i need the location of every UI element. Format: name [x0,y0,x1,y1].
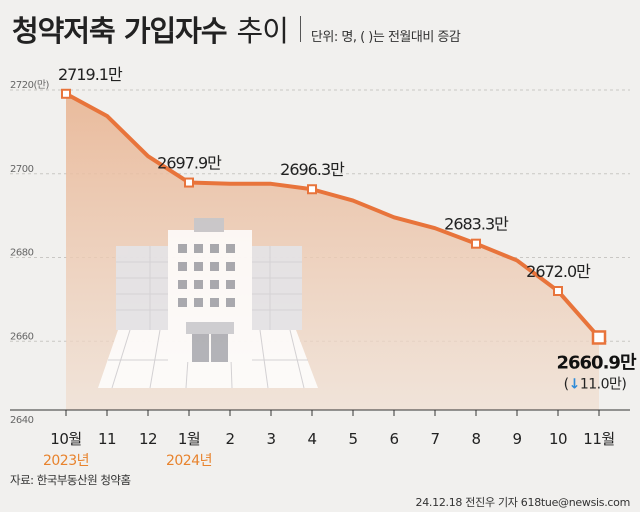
final-value-label: 2660.9만 [556,352,636,373]
y-tick-label: 2700 [10,164,34,175]
data-label: 2683.3만 [444,215,509,234]
final-point-marker [591,330,607,345]
data-point-marker [471,238,481,249]
x-tick-label: 5 [348,430,357,448]
building-illustration [98,218,318,389]
data-points [61,88,607,345]
data-point-marker [553,286,563,296]
x-axis-ticks: 10월 11 12 1월 2 3 4 5 6 7 8 9 10 11월 2023년 2024년 [43,410,615,469]
y-axis-ticks: 2720(만) 2700 2680 2660 2640 [10,79,50,426]
chart-canvas: 2720(만) 2700 2680 2660 2640 [10,65,638,469]
x-tick-label: 9 [512,430,521,448]
credit-note: 24.12.18 전진우 기자 618tue@newsis.com [415,496,631,509]
y-tick-label: 2680 [10,248,34,259]
unit-note: 단위: 명, ( )는 전월대비 증감 [310,30,461,45]
data-labels: 2719.1만 2697.9만 2696.3만 2683.3만 2672.0만 2660.… [58,65,638,393]
chart-title: 청약저축 가입자수 추이 단위: 명, ( )는 전월대비 증감 [12,8,461,50]
title-light: 추이 [236,14,289,48]
x-tick-label: 11 [98,430,116,448]
x-tick-label: 10 [549,430,567,448]
x-tick-label: 8 [471,430,480,448]
y-tick-label: 2720(만) [10,79,50,91]
data-label: 2672.0만 [526,262,591,281]
y-tick-label: 2660 [10,331,34,342]
data-label: 2697.9만 [157,154,222,173]
x-tick-label: 6 [389,430,398,448]
x-tick-label: 1월 [178,430,200,448]
x-tick-label: 3 [266,430,275,448]
data-point-marker [184,177,194,188]
x-tick-label: 4 [307,430,316,448]
change-label: (↓11.0만) [564,376,627,392]
data-label: 2696.3만 [280,160,345,179]
x-tick-label: 2 [225,430,234,448]
x-tick-label: 11월 [583,430,614,448]
y-tick-label: 2640 [10,415,34,426]
title-bold: 청약저축 가입자수 [12,14,228,48]
down-arrow-icon: ↓ [569,376,580,392]
series-line [64,91,601,340]
x-tick-label: 12 [139,430,157,448]
source-note: 자료: 한국부동산원 청약홈 [10,473,131,487]
x-tick-label: 10월 [50,430,81,448]
data-point-marker [307,184,317,195]
year-label: 2023년 [43,453,89,469]
title-divider [299,16,301,42]
data-label: 2719.1만 [58,65,123,84]
x-tick-label: 7 [430,430,439,448]
year-label: 2024년 [166,453,212,469]
data-point-marker [61,88,71,99]
